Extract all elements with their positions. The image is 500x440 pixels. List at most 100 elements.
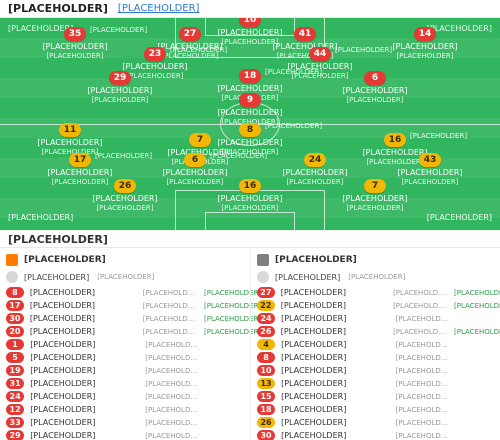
bench-player-number: 26	[257, 326, 275, 337]
player-name: [PLACEHOLDER]	[37, 138, 103, 147]
bench-player-meta: [PLACEHOLDER]	[145, 431, 202, 440]
bench-row[interactable]: 12 [PLACEHOLDER] [PLACEHOLDER]	[6, 403, 244, 416]
pitch-player[interactable]: 29 [PLACEHOLDER] [PLACEHOLDER]	[83, 71, 157, 105]
pitch-player[interactable]: 6 [PLACEHOLDER] [PLACEHOLDER] [PLACEHOLDER]	[158, 152, 267, 187]
bench-row[interactable]: 19 [PLACEHOLDER] [PLACEHOLDER]	[6, 364, 244, 377]
pitch-player[interactable]: 11 [PLACEHOLDER] [PLACEHOLDER]	[33, 123, 107, 157]
pitch-player[interactable]: 35 [PLACEHOLDER] [PLACEHOLDER] [PLACEHOLDER…	[38, 26, 147, 61]
lineup-title: [PLACEHOLDER]	[8, 2, 108, 15]
player-subtext: [PLACEHOLDER]	[396, 52, 454, 60]
bench: [PLACEHOLDER] [PLACEHOLDER] [PLACEHOLDER…	[0, 248, 500, 440]
player-name: [PLACEHOLDER]	[92, 194, 158, 203]
bench-player-meta: [PLACEHOLDER]	[145, 405, 202, 414]
bench-player-meta: [PLACEHOLDER]	[395, 353, 452, 362]
bench-player-name: [PLACEHOLDER]	[281, 418, 347, 427]
bench-row[interactable]: 31 [PLACEHOLDER] [PLACEHOLDER]	[6, 377, 244, 390]
bench-row[interactable]: 33 [PLACEHOLDER] [PLACEHOLDER]	[6, 416, 244, 429]
player-mini-stat: [PLACEHOLDER]	[410, 132, 468, 140]
player-number: 11	[59, 123, 81, 137]
bench-row[interactable]: 5 [PLACEHOLDER] [PLACEHOLDER]	[6, 351, 244, 364]
bench-row[interactable]: 20 [PLACEHOLDER] [PLACEHOLDER] [PLACEHOLDER…	[6, 325, 261, 338]
bench-player-meta: [PLACEHOLDER]	[395, 314, 452, 323]
bench-row[interactable]: 26 [PLACEHOLDER] [PLACEHOLDER] [PLACEHOLDER…	[257, 325, 500, 338]
bench-player-name: [PLACEHOLDER]	[280, 301, 346, 310]
player-subtext: [PLACEHOLDER]	[401, 178, 459, 186]
pitch-player[interactable]: 7[PLACEHOLDER][PLACEHOLDER]	[338, 179, 412, 213]
player-number: 6	[364, 71, 386, 85]
player-subtext: [PLACEHOLDER]	[286, 178, 344, 186]
pitch-player[interactable]: 10 [PLACEHOLDER] [PLACEHOLDER]	[213, 18, 287, 47]
coach-left-avatar	[6, 271, 18, 283]
bench-player-number: 17	[6, 300, 24, 311]
bench-player-meta: [PLACEHOLDER]	[393, 327, 448, 336]
bench-player-meta: [PLACEHOLDER]	[145, 366, 202, 375]
bench-player-number: 30	[257, 430, 276, 440]
bench-player-meta: [PLACEHOLDER]	[395, 418, 452, 427]
pitch-stripe	[0, 38, 500, 58]
pitch-player[interactable]: 16 [PLACEHOLDER] [PLACEHOLDER]	[213, 179, 287, 213]
pitch-player[interactable]: 44 [PLACEHOLDER] [PLACEHOLDER] [PLACEHOLDER…	[283, 46, 392, 81]
bench-player-meta: [PLACEHOLDER]	[145, 418, 202, 427]
player-name: [PLACEHOLDER]	[47, 168, 113, 177]
coach-right-role: [PLACEHOLDER]	[348, 273, 406, 281]
bench-row[interactable]: 24 [PLACEHOLDER] [PLACEHOLDER]	[6, 390, 244, 403]
pitch-player[interactable]: 23 [PLACEHOLDER] [PLACEHOLDER] [PLACEHOLDER…	[118, 46, 227, 81]
player-number: 7	[364, 179, 386, 193]
bench-row[interactable]: 18 [PLACEHOLDER] [PLACEHOLDER]	[257, 403, 494, 416]
player-number: 8	[239, 123, 261, 137]
bench-player-meta: [PLACEHOLDER]	[142, 288, 199, 297]
bench-row[interactable]: 30 [PLACEHOLDER] [PLACEHOLDER] [PLACEHOLDER…	[6, 312, 261, 325]
player-mini-stat: [PLACEHOLDER]	[265, 68, 323, 76]
bench-player-number: 13	[257, 378, 276, 389]
bench-row[interactable]: 8 [PLACEHOLDER] [PLACEHOLDER] [PLACEHOLDER]	[6, 286, 262, 299]
player-name: [PLACEHOLDER]	[42, 42, 108, 51]
bench-player-number: 20	[6, 326, 24, 337]
player-subtext: [PLACEHOLDER]	[346, 96, 404, 104]
pitch-player[interactable]: 43 [PLACEHOLDER] [PLACEHOLDER]	[393, 153, 467, 187]
player-mini-stat: [PLACEHOLDER]	[265, 122, 323, 130]
bench-player-number: 8	[6, 287, 24, 298]
bench-player-meta: [PLACEHOLDER]	[145, 353, 202, 362]
bench-player-meta: [PLACEHOLDER]	[142, 301, 199, 310]
pitch-player[interactable]: 6 [PLACEHOLDER] [PLACEHOLDER]	[338, 71, 412, 105]
bench-row[interactable]: 13 [PLACEHOLDER] [PLACEHOLDER]	[257, 377, 494, 390]
pitch-stripe	[0, 198, 500, 218]
pitch-player[interactable]: 24 [PLACEHOLDER] [PLACEHOLDER]	[278, 153, 352, 187]
pitch: [PLACEHOLDER] [PLACEHOLDER] 10 [PLACEHOLD…	[0, 18, 500, 230]
player-subtext: [PLACEHOLDER]	[46, 52, 104, 60]
pitch-player[interactable]: 9 [PLACEHOLDER] [PLACEHOLDER]	[213, 93, 287, 127]
bench-row[interactable]: 22 [PLACEHOLDER] [PLACEHOLDER] [PLACEHOLDER…	[257, 299, 500, 312]
bench-row[interactable]: 8 [PLACEHOLDER] [PLACEHOLDER]	[257, 351, 494, 364]
coach-right-name: [PLACEHOLDER]	[275, 272, 341, 282]
pitch-player[interactable]: 17 [PLACEHOLDER] [PLACEHOLDER] [PLACEHOLDER…	[43, 152, 152, 187]
bench-row[interactable]: 24 [PLACEHOLDER] [PLACEHOLDER]	[257, 312, 494, 325]
bench-row[interactable]: 10 [PLACEHOLDER] [PLACEHOLDER]	[257, 364, 494, 377]
bench-row[interactable]: 17 [PLACEHOLDER] [PLACEHOLDER] [PLACEHOLDER…	[6, 299, 261, 312]
bench-player-meta: [PLACEHOLDER]	[145, 340, 202, 349]
player-subtext: [PLACEHOLDER]	[221, 148, 279, 156]
detail-link[interactable]: [PLACEHOLDER]	[117, 3, 200, 14]
player-number: 18	[239, 69, 261, 83]
player-number: 41	[294, 27, 316, 41]
pitch-player[interactable]: 16 [PLACEHOLDER] [PLACEHOLDER] [PLACEHOLDER…	[358, 132, 467, 167]
bench-row[interactable]: 26 [PLACEHOLDER] [PLACEHOLDER]	[257, 416, 494, 429]
bench-player-name: [PLACEHOLDER]	[30, 353, 96, 362]
bench-player-name: [PLACEHOLDER]	[30, 340, 96, 349]
bench-player-name: [PLACEHOLDER]	[281, 366, 347, 375]
player-subtext: [PLACEHOLDER]	[41, 148, 99, 156]
bench-player-sub: [PLACEHOLDER]	[204, 288, 262, 297]
coach-right-avatar	[257, 271, 269, 283]
bench-row[interactable]: 4 [PLACEHOLDER] [PLACEHOLDER]	[257, 338, 494, 351]
pitch-player[interactable]: 14 [PLACEHOLDER] [PLACEHOLDER]	[388, 27, 462, 61]
player-name: [PLACEHOLDER]	[342, 86, 408, 95]
bench-row[interactable]: 27 [PLACEHOLDER] [PLACEHOLDER] [PLACEHOLDER…	[257, 286, 500, 299]
pitch-player[interactable]: 27 [PLACEHOLDER] [PLACEHOLDER]	[153, 27, 227, 61]
bench-row[interactable]: 1 [PLACEHOLDER] [PLACEHOLDER]	[6, 338, 244, 351]
bench-row[interactable]: 29 [PLACEHOLDER] [PLACEHOLDER]	[6, 429, 244, 440]
bench-player-number: 29	[6, 430, 25, 440]
bench-row[interactable]: 15 [PLACEHOLDER] [PLACEHOLDER]	[257, 390, 494, 403]
pitch-player[interactable]: 41 [PLACEHOLDER] [PLACEHOLDER]	[268, 27, 342, 61]
pitch-player[interactable]: 8 [PLACEHOLDER] [PLACEHOLDER] [PLACEHOLDER]	[213, 122, 322, 157]
pitch-player[interactable]: 26 [PLACEHOLDER] [PLACEHOLDER]	[88, 179, 162, 213]
bench-row[interactable]: 30 [PLACEHOLDER] [PLACEHOLDER]	[257, 429, 494, 440]
